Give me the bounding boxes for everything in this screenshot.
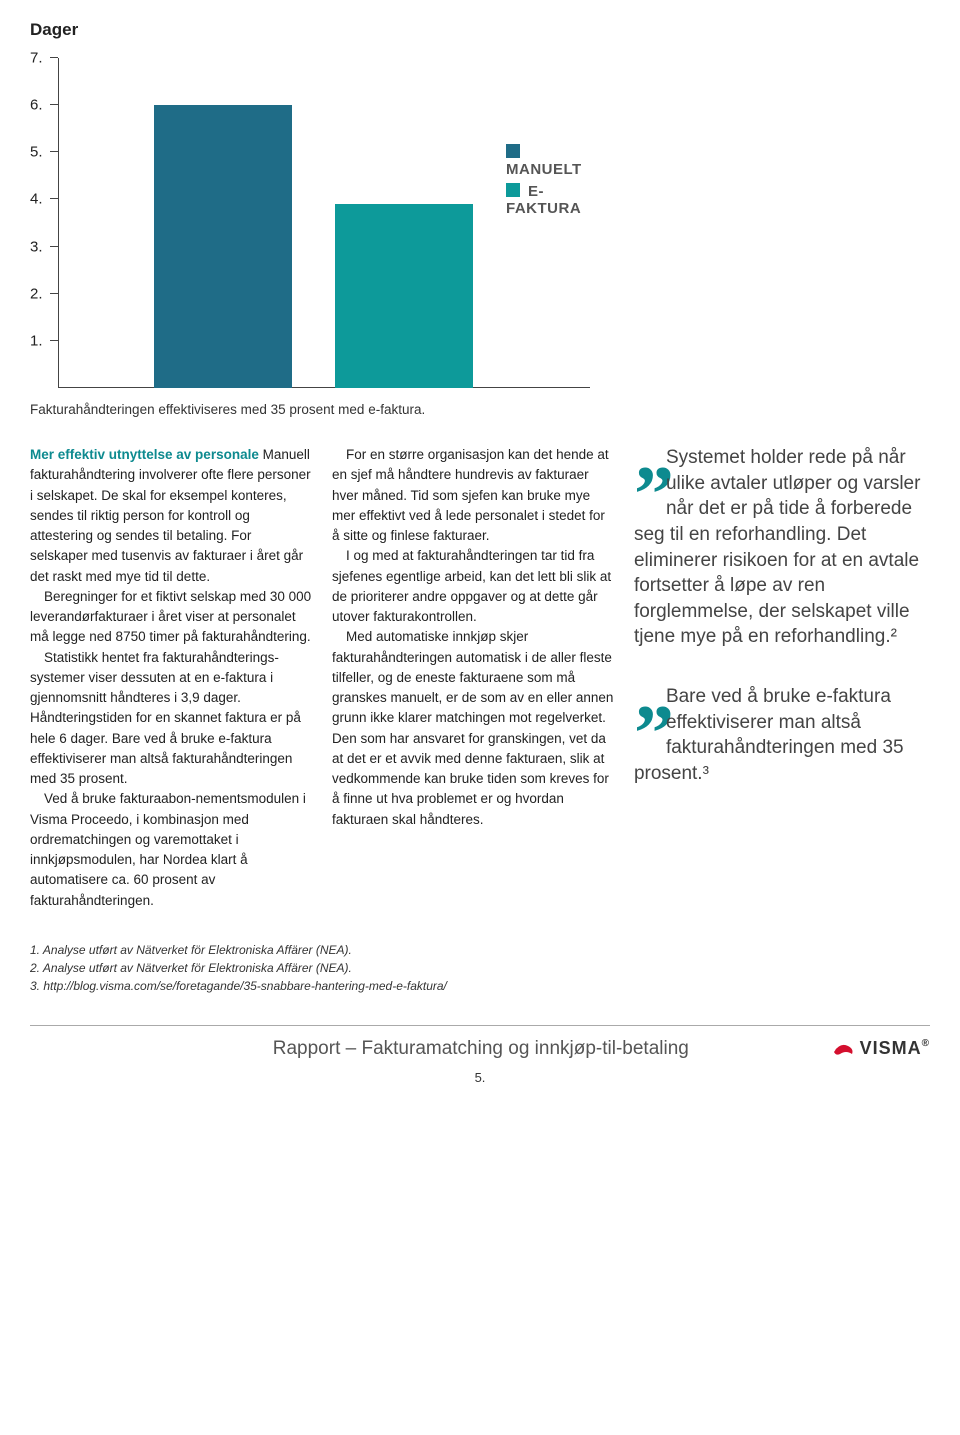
y-tick-label: 6. bbox=[30, 97, 43, 114]
col1-p4: Ved å bruke fakturaabon-nementsmodulen i… bbox=[30, 789, 312, 911]
y-axis: 1.2.3.4.5.6.7. bbox=[30, 58, 58, 388]
col1-heading: Mer effektiv utnyttelse av personale bbox=[30, 447, 259, 462]
y-tick-label: 7. bbox=[30, 50, 43, 67]
col1-p1: Manuell fakturahåndtering involverer oft… bbox=[30, 447, 311, 584]
page-number: 5. bbox=[30, 1070, 930, 1085]
legend-swatch bbox=[506, 144, 520, 158]
chart-caption: Fakturahåndteringen effektiviseres med 3… bbox=[30, 402, 930, 417]
col1-p3: Statistikk hentet fra fakturahåndterings… bbox=[30, 648, 312, 790]
quote-1: ” Systemet holder rede på når ulike avta… bbox=[634, 445, 930, 650]
y-tick-label: 1. bbox=[30, 332, 43, 349]
footnote-3: 3. http://blog.visma.com/se/foretagande/… bbox=[30, 977, 930, 995]
legend-swatch bbox=[506, 183, 520, 197]
footnote-2: 2. Analyse utført av Nätverket för Elekt… bbox=[30, 959, 930, 977]
column-2: For en større organisasjon kan det hende… bbox=[332, 445, 614, 911]
quote-2: ” Bare ved å bruke e-faktura effektivise… bbox=[634, 684, 930, 787]
legend-item: MANUELT bbox=[506, 144, 590, 178]
y-tick-mark bbox=[50, 57, 58, 58]
y-tick-label: 3. bbox=[30, 238, 43, 255]
y-tick-label: 2. bbox=[30, 285, 43, 302]
quote-mark-icon: ” bbox=[634, 718, 662, 750]
legend-label: MANUELT bbox=[506, 161, 582, 178]
y-tick-mark bbox=[50, 340, 58, 341]
col1-p2: Beregninger for et fiktivt selskap med 3… bbox=[30, 587, 312, 648]
col2-p1: For en større organisasjon kan det hende… bbox=[332, 445, 614, 546]
col2-p2: I og med at fakturahåndteringen tar tid … bbox=[332, 546, 614, 627]
chart-title: Dager bbox=[30, 20, 930, 40]
quote-1-text: Systemet holder rede på når ulike avtale… bbox=[634, 447, 921, 647]
chart-bar bbox=[154, 105, 292, 388]
column-1: Mer effektiv utnyttelse av personale Man… bbox=[30, 445, 312, 911]
col2-p3: Med automatiske innkjøp skjer fakturahån… bbox=[332, 627, 614, 830]
y-tick-mark bbox=[50, 198, 58, 199]
y-tick-label: 4. bbox=[30, 191, 43, 208]
quote-mark-icon: ” bbox=[634, 479, 662, 511]
footer-title: Rapport – Fakturamatching og innkjøp-til… bbox=[130, 1038, 832, 1060]
bar-chart: 1.2.3.4.5.6.7. MANUELTE-FAKTURA bbox=[30, 58, 590, 388]
legend-item: E-FAKTURA bbox=[506, 183, 590, 217]
quote-2-text: Bare ved å bruke e-faktura effektivisere… bbox=[634, 686, 904, 784]
column-3-quotes: ” Systemet holder rede på når ulike avta… bbox=[634, 445, 930, 911]
chart-bars bbox=[58, 58, 590, 388]
chart-section: Dager 1. 2. 3. 4. 5. 6. 7. MANUELT E-FAKTURA Fa… bbox=[30, 20, 930, 417]
body-columns: Mer effektiv utnyttelse av personale Man… bbox=[30, 445, 930, 911]
logo-swirl-icon bbox=[832, 1040, 856, 1058]
footnote-1: 1. Analyse utført av Nätverket för Elekt… bbox=[30, 941, 930, 959]
y-tick-mark bbox=[50, 104, 58, 105]
logo: VISMA® bbox=[832, 1038, 930, 1059]
y-tick-mark bbox=[50, 246, 58, 247]
y-tick-mark bbox=[50, 293, 58, 294]
footer: Rapport – Fakturamatching og innkjøp-til… bbox=[30, 1025, 930, 1060]
footnotes: 1. Analyse utført av Nätverket för Elekt… bbox=[30, 941, 930, 995]
y-tick-mark bbox=[50, 151, 58, 152]
chart-bar bbox=[335, 204, 473, 388]
y-tick-label: 5. bbox=[30, 144, 43, 161]
logo-text: VISMA® bbox=[860, 1038, 930, 1059]
